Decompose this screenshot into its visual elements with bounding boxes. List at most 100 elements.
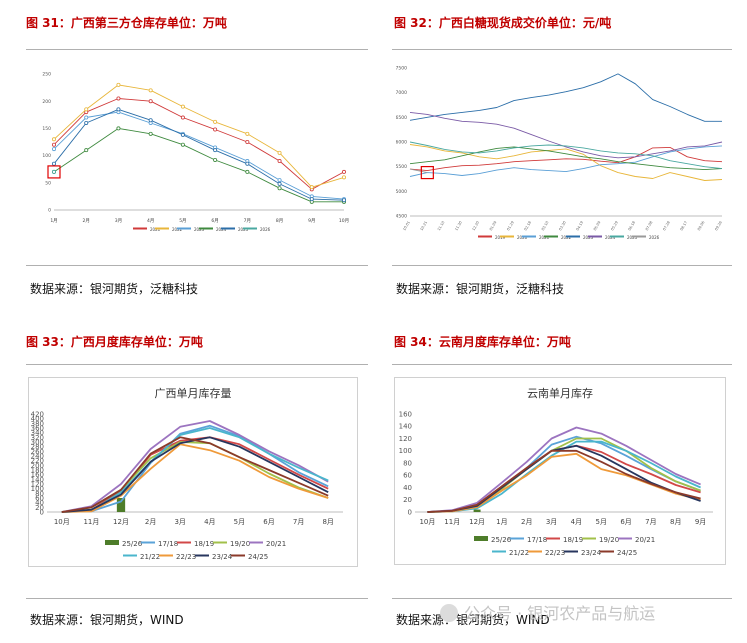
- series-line-21/22: [427, 440, 701, 513]
- chart-33: 广西单月库存量 0 20 40 60 80 100 120 140 160 180 200 220 240…: [28, 377, 358, 567]
- y-tick-label: 7000: [396, 90, 407, 96]
- point-2026: [51, 169, 56, 174]
- y-tick-label: 220: [31, 457, 44, 465]
- x-tick-label: 09.26: [714, 220, 723, 232]
- legend-label: 22/23: [176, 553, 196, 561]
- y-tick-label: 100: [31, 485, 44, 493]
- y-tick-label: 120: [399, 435, 412, 443]
- y-tick-label: 80: [403, 459, 412, 467]
- point-2025: [277, 181, 282, 186]
- x-tick-label: 9月: [308, 218, 315, 224]
- y-tick-label: 6000: [396, 140, 407, 146]
- chart-32: 4500 5000 5500 6000 6500 7000 7500 10.01 10.21 11…: [396, 60, 728, 252]
- x-tick-label: 10月: [419, 518, 435, 526]
- series-line-2020: [409, 144, 723, 181]
- legend-label: 17/18: [527, 536, 547, 544]
- y-tick-label: 200: [31, 462, 44, 470]
- legend-label: 2022: [172, 227, 183, 232]
- bar-25/26: [473, 509, 481, 512]
- y-tick-label: 20: [35, 504, 44, 512]
- y-tick-label: 40: [403, 484, 412, 492]
- x-tick-label: 8月: [322, 518, 333, 526]
- x-tick-label: 07.28: [662, 220, 671, 232]
- x-tick-label: 7月: [645, 518, 656, 526]
- legend-label: 2020: [517, 235, 528, 240]
- point-2025: [180, 132, 185, 137]
- y-tick-label: 40: [35, 499, 44, 507]
- y-tick-label: 200: [42, 99, 51, 105]
- x-tick-label: 8月: [670, 518, 681, 526]
- point-2025: [116, 107, 121, 112]
- legend-label: 25/26: [491, 536, 512, 544]
- x-tick-label: 5月: [234, 518, 245, 526]
- point-2022: [84, 107, 89, 112]
- x-tick-label: 9月: [695, 518, 706, 526]
- highlight-box: [47, 165, 61, 179]
- point-2025: [148, 118, 153, 123]
- x-tick-label: 1月: [50, 218, 57, 224]
- y-tick-label: 300: [31, 438, 44, 446]
- point-2021: [180, 115, 185, 120]
- x-tick-label: 2月: [83, 218, 90, 224]
- point-2024: [180, 142, 185, 147]
- point-2021: [277, 159, 282, 164]
- watermark: 公众号 · 银河农产品与航运: [440, 600, 655, 624]
- point-2024: [213, 157, 218, 162]
- wechat-icon: [440, 604, 458, 622]
- legend-label: 2025: [238, 227, 249, 232]
- legend-swatch: [474, 536, 488, 541]
- legend-label: 20/21: [635, 536, 655, 544]
- point-2025: [51, 161, 56, 166]
- series-line-2022: [409, 146, 723, 171]
- point-2023: [277, 178, 282, 183]
- point-2022: [309, 185, 314, 190]
- bar-25/26: [116, 498, 126, 512]
- y-tick-label: 420: [31, 410, 44, 418]
- x-tick-label: 3月: [115, 218, 122, 224]
- point-2022: [51, 137, 56, 142]
- series-line-2023: [53, 111, 345, 200]
- point-2022: [277, 150, 282, 155]
- point-2021: [51, 142, 56, 147]
- divider: [26, 364, 368, 365]
- series-line-2024: [53, 127, 344, 203]
- chart-34: 云南单月库存 0 20 40 60 80 100 120 140 160 10月 11月 12月 1月 2月…: [394, 377, 726, 565]
- y-tick-label: 260: [31, 448, 44, 456]
- y-tick-label: 180: [31, 466, 44, 474]
- legend-label: 23/24: [581, 549, 602, 557]
- x-tick-label: 07.08: [645, 220, 654, 232]
- legend-label: 22/23: [545, 549, 565, 557]
- y-tick-label: 320: [31, 434, 44, 442]
- x-tick-label: 2月: [145, 518, 156, 526]
- x-tick-label: 3月: [174, 518, 185, 526]
- y-tick-label: 7500: [396, 66, 407, 72]
- point-2025: [213, 148, 218, 153]
- series-line-2022: [53, 84, 345, 188]
- legend-label: 20/21: [266, 540, 286, 548]
- y-tick-label: 100: [42, 153, 51, 159]
- y-tick-label: 280: [31, 443, 44, 451]
- point-2022: [148, 88, 153, 93]
- series-line-2019: [409, 146, 723, 172]
- y-tick-label: 0: [408, 508, 412, 516]
- series-line-20/21: [61, 420, 329, 513]
- x-tick-label: 12月: [469, 518, 485, 526]
- x-tick-label: 10月: [339, 218, 349, 224]
- point-2021: [213, 127, 218, 132]
- legend-label: 25/26: [122, 540, 143, 548]
- legend-label: 21/22: [509, 549, 529, 557]
- point-2021: [148, 99, 153, 104]
- series-line-24/25: [61, 436, 329, 513]
- chart-31: 0 50 100 150 200 250 1月 2月 3月 4月 5月 6月 7月 8月 9月 10月 2021…: [36, 60, 358, 252]
- y-tick-label: 250: [42, 72, 51, 78]
- point-2023: [84, 115, 89, 120]
- x-tick-label: 6月: [211, 218, 218, 224]
- x-tick-label: 04.19: [576, 220, 585, 232]
- x-tick-label: 4月: [204, 518, 215, 526]
- legend-label: 18/19: [563, 536, 583, 544]
- x-tick-label: 11.30: [454, 220, 463, 232]
- divider: [392, 364, 732, 365]
- legend-label: 2022: [561, 235, 572, 240]
- series-line-2025: [409, 141, 723, 170]
- legend-label: 2019: [495, 235, 506, 240]
